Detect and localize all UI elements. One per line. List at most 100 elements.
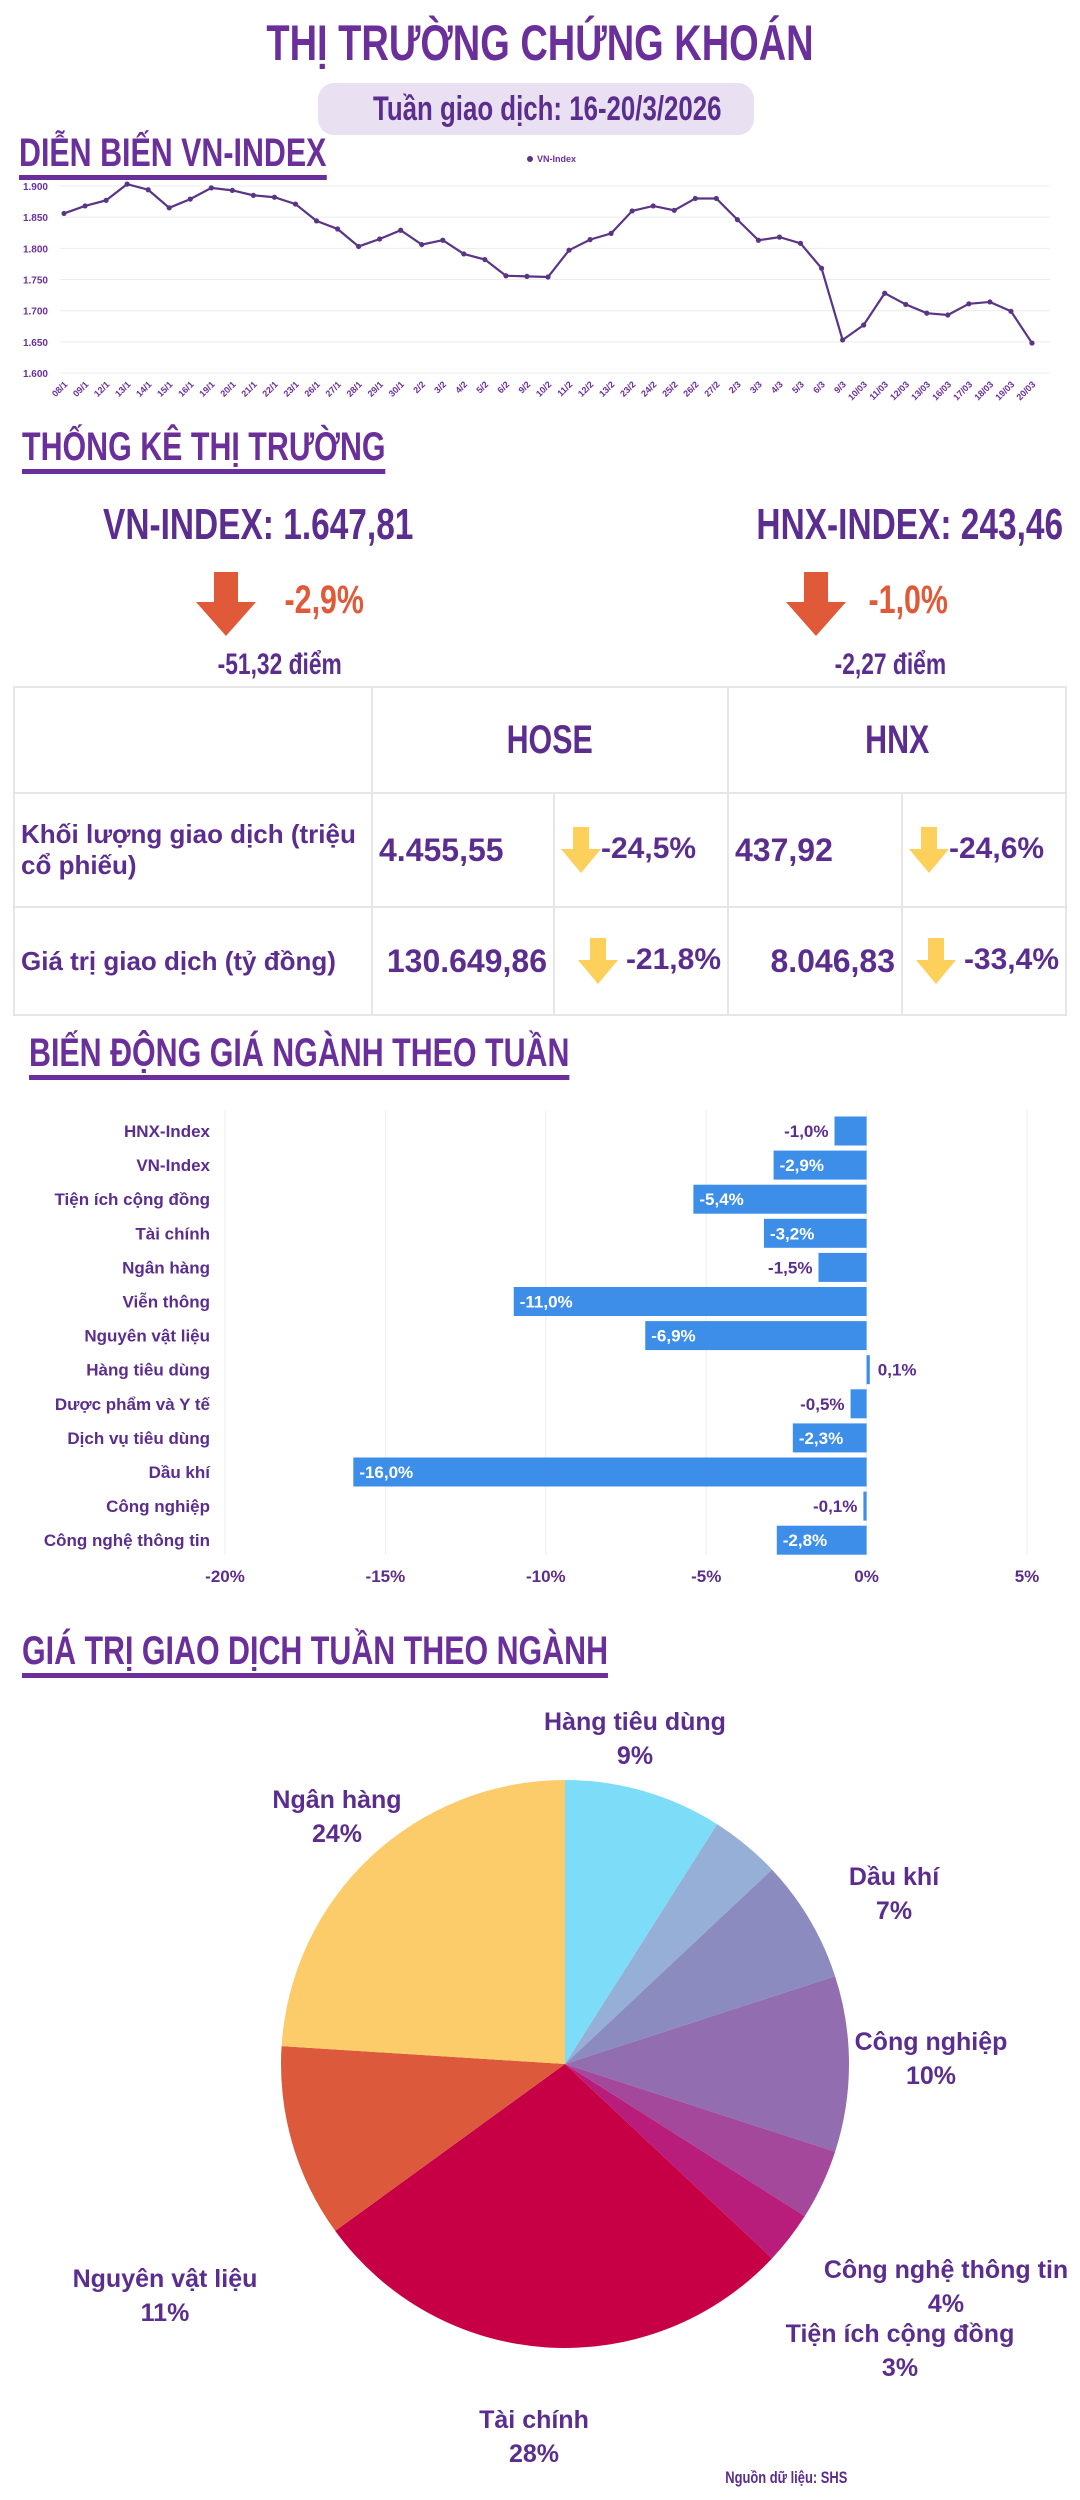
data-point [82,203,88,209]
data-point [61,210,67,217]
data-point [208,185,214,191]
x-tick-label: 5/3 [790,379,806,395]
category-label: Viễn thông [122,1293,210,1312]
x-tick-label: 27/1 [324,379,343,398]
category-label: Tài chính [135,1224,210,1243]
section-heading-vnindex: DIỄN BIẾN VN-INDEX [19,131,424,180]
x-tick-label: 19/03 [993,379,1016,402]
x-tick-label: -20% [205,1567,245,1586]
pie-slice [565,2064,836,2217]
vnindex-value: VN-INDEX: 1.647,81 [103,500,414,549]
x-tick-label: 4/3 [769,379,785,395]
x-tick-label: 21/1 [239,379,258,398]
row-label: Giá trị giao dịch (tỷ đồng) [13,906,373,1016]
data-point [1008,308,1014,314]
table-header-empty [13,686,373,794]
data-point [461,251,467,257]
y-tick-label: 1.850 [23,213,48,224]
x-tick-label: 15/1 [155,379,174,398]
vnindex-change-points: -51,32 điểm [217,648,343,681]
data-label: -11,0% [520,1293,573,1312]
data-point [124,181,130,187]
slice-value-label: 3% [882,2354,918,2382]
data-point [334,226,341,232]
x-tick-label: 13/2 [597,379,616,398]
category-label: Hàng tiêu dùng [86,1361,210,1380]
data-point [840,337,846,343]
source-note: Nguồn dữ liệu: SHS [725,2468,848,2487]
x-tick-label: 23/1 [281,379,300,398]
data-point [966,301,972,307]
x-tick-label: 08/1 [50,379,69,398]
data-point [440,237,446,243]
slice-name-label: Dầu khí [849,1863,940,1891]
x-tick-label: 26/2 [681,379,700,398]
x-tick-label: 14/1 [134,379,153,398]
data-label: -2,9% [780,1156,824,1175]
x-tick-label: 22/1 [260,379,279,398]
table-header-hose: HOSE [371,686,729,794]
pie-slice [565,1780,718,2064]
x-tick-label: 9/2 [516,379,532,395]
data-point [924,310,930,316]
data-point [566,247,572,253]
pie-slice [565,2064,805,2259]
data-label: -0,1% [813,1497,857,1516]
data-point [692,195,698,202]
market-stats-table: HOSE HNX Khối lượng giao dịch (triệu cổ … [13,686,1067,1016]
slice-value-label: 4% [928,2290,964,2318]
category-label: Tiện ích cộng đồng [54,1190,210,1209]
x-tick-label: 16/1 [176,379,195,398]
x-tick-label: 26/1 [302,379,321,398]
data-point [713,195,719,202]
slice-name-label: Công nghiệp [855,2028,1008,2056]
x-tick-label: 3/2 [432,379,448,395]
category-label: Ngân hàng [122,1258,210,1277]
pie-slice [335,2064,773,2348]
x-tick-label: 09/1 [71,379,90,398]
y-tick-label: 1.600 [23,369,48,380]
bar [818,1252,867,1282]
data-label: -6,9% [651,1327,695,1346]
data-point [734,217,740,223]
slice-value-label: 28% [509,2440,559,2468]
pie-slice [565,1824,773,2064]
table-row: Khối lượng giao dịch (triệu cổ phiếu) 4.… [13,792,1067,908]
row-label: Khối lượng giao dịch (triệu cổ phiếu) [13,792,373,908]
table-row: Giá trị giao dịch (tỷ đồng) 130.649,86 -… [13,906,1067,1016]
legend-label: VN-Index [537,154,576,164]
y-tick-label: 1.650 [23,338,48,349]
x-tick-label: 0% [854,1567,879,1586]
x-tick-label: 27/2 [702,379,721,398]
hnxindex-value: HNX-INDEX: 243,46 [756,500,1064,549]
bar [834,1116,867,1146]
x-tick-label: 30/1 [387,379,406,398]
data-point [671,207,677,213]
y-tick-label: 1.800 [23,244,48,255]
data-point [271,194,278,200]
arrow-down-icon [561,827,601,873]
hnx-volume-change: -24,6% [901,792,1067,908]
x-tick-label: 13/03 [909,379,932,402]
slice-value-label: 7% [876,1897,912,1925]
arrow-down-icon [786,572,846,636]
arrow-down-icon [196,572,256,636]
data-point [903,301,909,308]
week-badge: Tuần giao dịch: 16-20/3/2026 [318,83,754,135]
slice-name-label: Ngân hàng [272,1786,401,1814]
data-point [103,197,109,203]
data-point [650,203,656,209]
x-tick-label: -15% [366,1567,406,1586]
x-tick-label: 11/2 [555,379,574,398]
data-point [776,234,783,240]
page-title: THỊ TRƯỜNG CHỨNG KHOÁN [266,15,814,71]
section-heading-sector-value: GIÁ TRỊ GIAO DỊCH TUẦN THEO NGÀNH [22,1629,793,1678]
x-tick-label: -10% [526,1567,566,1586]
x-tick-label: 13/1 [113,379,132,398]
legend-marker [527,156,533,162]
data-point [987,299,993,305]
data-label: -0,5% [800,1395,844,1414]
data-point [187,196,193,202]
x-tick-label: 28/1 [345,379,364,398]
data-label: -2,8% [783,1531,827,1550]
